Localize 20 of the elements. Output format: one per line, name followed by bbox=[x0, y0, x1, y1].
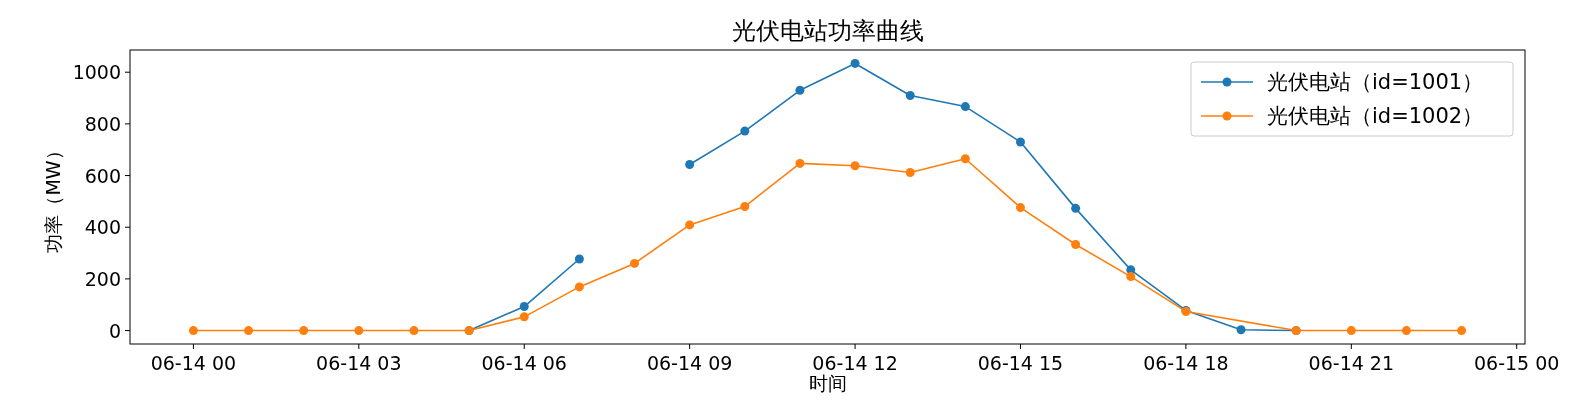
x-tick-label: 06-15 00 bbox=[1474, 352, 1560, 374]
x-tick-label: 06-14 06 bbox=[481, 352, 567, 374]
x-tick-label: 06-14 21 bbox=[1308, 352, 1395, 374]
y-tick-label: 0 bbox=[108, 319, 121, 342]
x-tick-label: 06-14 03 bbox=[316, 352, 402, 374]
y-tick-label: 600 bbox=[84, 164, 121, 187]
x-tick-label: 06-14 12 bbox=[812, 352, 898, 374]
x-axis-title: 时间 bbox=[808, 372, 847, 394]
y-tick-label: 400 bbox=[84, 216, 121, 239]
y-tick-label: 1000 bbox=[72, 61, 121, 84]
x-tick-label: 06-14 00 bbox=[150, 352, 237, 374]
legend-label: 光伏电站（id=1001） bbox=[1267, 70, 1484, 94]
legend-label: 光伏电站（id=1002） bbox=[1267, 104, 1484, 128]
chart-title: 光伏电站功率曲线 bbox=[731, 17, 924, 45]
y-axis-title: 功率（MW） bbox=[42, 141, 64, 253]
y-tick-label: 200 bbox=[84, 267, 121, 290]
x-tick-label: 06-14 09 bbox=[646, 352, 733, 374]
x-tick-label: 06-14 15 bbox=[977, 352, 1064, 374]
y-tick-label: 800 bbox=[84, 112, 121, 135]
x-tick-label: 06-14 18 bbox=[1143, 352, 1229, 374]
